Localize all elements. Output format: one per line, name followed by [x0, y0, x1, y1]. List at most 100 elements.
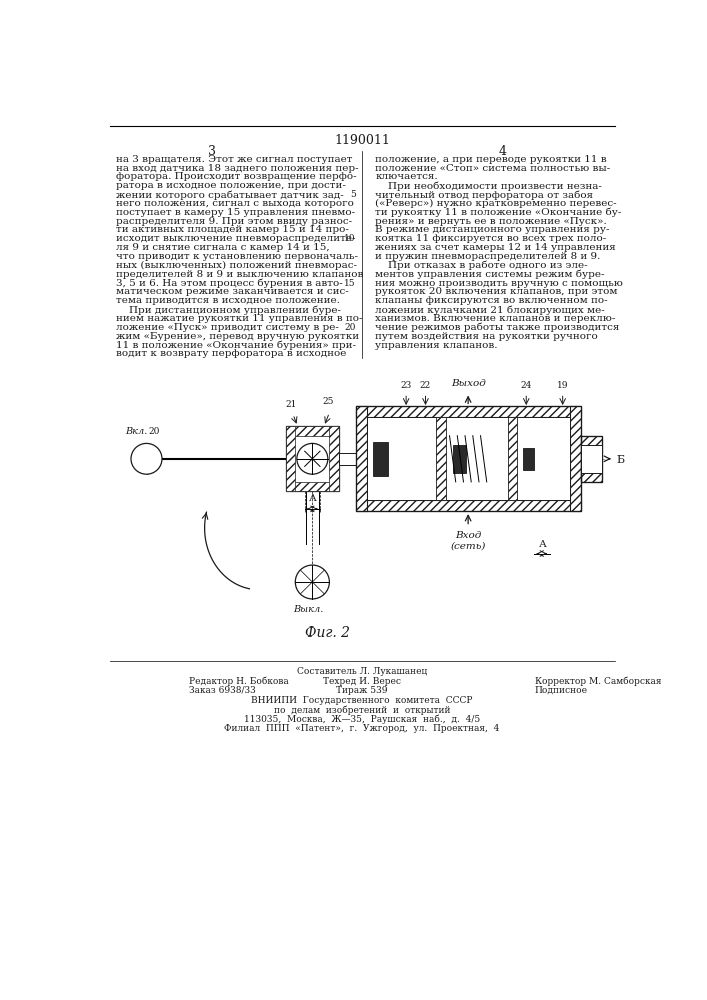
Bar [329, 426, 339, 491]
Text: 10: 10 [344, 234, 356, 243]
Bar [580, 445, 602, 473]
Text: Фиг. 2: Фиг. 2 [305, 626, 351, 640]
Text: 11 в положение «Окончание бурения» при-: 11 в положение «Окончание бурения» при- [115, 341, 356, 350]
Text: путем воздействия на рукоятки ручного: путем воздействия на рукоятки ручного [375, 332, 598, 341]
Text: ВНИИПИ  Государственного  комитета  СССР: ВНИИПИ Государственного комитета СССР [251, 696, 473, 705]
Text: 23: 23 [400, 380, 411, 389]
Text: него положения, сигнал с выхода которого: него положения, сигнал с выхода которого [115, 199, 354, 208]
Text: 3: 3 [209, 145, 216, 158]
Text: 19: 19 [557, 380, 568, 389]
Bar [580, 436, 602, 482]
Text: ля 9 и снятие сигнала с камер 14 и 15,: ля 9 и снятие сигнала с камер 14 и 15, [115, 243, 329, 252]
Text: ти активных площадей камер 15 и 14 про-: ти активных площадей камер 15 и 14 про- [115, 225, 349, 234]
Text: Корректор М. Самборская: Корректор М. Самборская [534, 677, 661, 686]
Text: При необходимости произвести незна-: При необходимости произвести незна- [375, 181, 602, 191]
Text: 4: 4 [499, 145, 507, 158]
Text: чительный отвод перфоратора от забоя: чительный отвод перфоратора от забоя [375, 190, 593, 200]
Text: управления клапанов.: управления клапанов. [375, 341, 498, 350]
Text: ти рукоятку 11 в положение «Окончание бу-: ти рукоятку 11 в положение «Окончание бу… [375, 208, 621, 217]
Text: рукояток 20 включения клапанов, при этом: рукояток 20 включения клапанов, при этом [375, 287, 618, 296]
Text: ханизмов. Включение клапанов и переклю-: ханизмов. Включение клапанов и переклю- [375, 314, 616, 323]
Text: что приводит к установлению первоначаль-: что приводит к установлению первоначаль- [115, 252, 358, 261]
Text: положение «Стоп» система полностью вы-: положение «Стоп» система полностью вы- [375, 164, 610, 173]
Text: Редактор Н. Бобкова: Редактор Н. Бобкова [189, 677, 289, 686]
Text: пределителей 8 и 9 и выключению клапанов: пределителей 8 и 9 и выключению клапанов [115, 270, 363, 279]
Text: 24: 24 [520, 380, 532, 389]
Bar [286, 482, 339, 491]
Text: поступает в камеру 15 управления пневмо-: поступает в камеру 15 управления пневмо- [115, 208, 355, 217]
Text: водит к возврату перфоратора в исходное: водит к возврату перфоратора в исходное [115, 349, 346, 358]
Text: 20: 20 [344, 323, 356, 332]
Circle shape [296, 565, 329, 599]
Text: ментов управления системы режим буре-: ментов управления системы режим буре- [375, 270, 604, 279]
Bar [356, 406, 367, 511]
Text: 113035,  Москва,  Ж—35,  Раушская  наб.,  д.  4/5: 113035, Москва, Ж—35, Раушская наб., д. … [244, 714, 480, 724]
Text: Выкл.: Выкл. [293, 605, 324, 614]
Text: чение режимов работы также производится: чение режимов работы также производится [375, 323, 619, 332]
Text: Заказ 6938/33: Заказ 6938/33 [189, 686, 256, 695]
Text: А: А [308, 494, 316, 503]
Circle shape [297, 443, 328, 474]
Text: Техред И. Верес: Техред И. Верес [323, 677, 401, 686]
Text: Б: Б [616, 455, 624, 465]
Text: Составитель Л. Лукашанец: Составитель Л. Лукашанец [297, 667, 427, 676]
Text: на 3 вращателя. Этот же сигнал поступает: на 3 вращателя. Этот же сигнал поступает [115, 155, 352, 164]
Text: ратора в исходное положение, при дости-: ратора в исходное положение, при дости- [115, 181, 346, 190]
Circle shape [131, 443, 162, 474]
Text: ключается.: ключается. [375, 172, 438, 181]
Text: Вкл.: Вкл. [126, 427, 148, 436]
Bar [367, 417, 570, 500]
Bar [286, 426, 339, 436]
Bar [453, 445, 466, 473]
Text: тема приводится в исходное положение.: тема приводится в исходное положение. [115, 296, 339, 305]
Text: 20: 20 [149, 427, 160, 436]
Bar [356, 406, 580, 417]
Text: 25: 25 [323, 397, 334, 406]
Text: исходит выключение пневмораспределите-: исходит выключение пневмораспределите- [115, 234, 355, 243]
Bar [570, 406, 580, 511]
Text: ложение «Пуск» приводит систему в ре-: ложение «Пуск» приводит систему в ре- [115, 323, 339, 332]
Text: форатора. Происходит возвращение перфо-: форатора. Происходит возвращение перфо- [115, 172, 356, 181]
Bar [356, 406, 580, 511]
Bar [508, 417, 517, 500]
Text: распределителя 9. При этом ввиду разнос-: распределителя 9. При этом ввиду разнос- [115, 217, 351, 226]
Text: по  делам  изобретений  и  открытий: по делам изобретений и открытий [274, 705, 450, 715]
Text: ния можно производить вручную с помощью: ния можно производить вручную с помощью [375, 279, 623, 288]
Text: Подписное: Подписное [534, 686, 588, 695]
Text: Выход: Выход [450, 379, 486, 388]
Text: ных (выключенных) положений пневморас-: ных (выключенных) положений пневморас- [115, 261, 356, 270]
Text: жим «Бурение», перевод вручную рукоятки: жим «Бурение», перевод вручную рукоятки [115, 332, 358, 341]
Text: жениях за счет камеры 12 и 14 управления: жениях за счет камеры 12 и 14 управления [375, 243, 616, 252]
Bar [373, 442, 388, 476]
Text: положение, а при переводе рукоятки 11 в: положение, а при переводе рукоятки 11 в [375, 155, 607, 164]
Text: А: А [539, 540, 547, 549]
Text: Вход
(сеть): Вход (сеть) [450, 531, 486, 551]
Text: В режиме дистанционного управления ру-: В режиме дистанционного управления ру- [375, 225, 609, 234]
Text: ложении кулачками 21 блокирующих ме-: ложении кулачками 21 блокирующих ме- [375, 305, 605, 315]
Text: При отказах в работе одного из эле-: При отказах в работе одного из эле- [375, 261, 588, 270]
Text: Тираж 539: Тираж 539 [337, 686, 387, 695]
Bar [356, 500, 580, 511]
Text: («Реверс») нужно кратковременно перевес-: («Реверс») нужно кратковременно перевес- [375, 199, 617, 208]
Text: клапаны фиксируются во включенном по-: клапаны фиксируются во включенном по- [375, 296, 608, 305]
Text: 5: 5 [350, 190, 356, 199]
Text: коятка 11 фиксируется во всех трех поло-: коятка 11 фиксируется во всех трех поло- [375, 234, 607, 243]
Text: рения» и вернуть ее в положение «Пуск».: рения» и вернуть ее в положение «Пуск». [375, 217, 607, 226]
Text: 15: 15 [344, 279, 356, 288]
Text: 1190011: 1190011 [334, 134, 390, 147]
Text: При дистанционном управлении буре-: При дистанционном управлении буре- [115, 305, 341, 315]
Bar [436, 417, 445, 500]
Text: Филиал  ППП  «Патент»,  г.  Ужгород,  ул.  Проектная,  4: Филиал ППП «Патент», г. Ужгород, ул. Про… [224, 724, 500, 733]
Text: 21: 21 [286, 400, 297, 409]
Text: на вход датчика 18 заднего положения пер-: на вход датчика 18 заднего положения пер… [115, 164, 358, 173]
Bar [286, 426, 296, 491]
Text: жении которого срабатывает датчик зад-: жении которого срабатывает датчик зад- [115, 190, 344, 200]
Bar [580, 436, 602, 482]
Text: 22: 22 [420, 380, 431, 389]
Bar [523, 448, 534, 470]
Text: нием нажатие рукоятки 11 управления в по-: нием нажатие рукоятки 11 управления в по… [115, 314, 362, 323]
Text: и пружин пневмораспределителей 8 и 9.: и пружин пневмораспределителей 8 и 9. [375, 252, 600, 261]
Bar [286, 426, 339, 491]
Text: 3, 5 и 6. На этом процесс бурения в авто-: 3, 5 и 6. На этом процесс бурения в авто… [115, 279, 342, 288]
Text: матическом режиме заканчивается и сис-: матическом режиме заканчивается и сис- [115, 287, 349, 296]
